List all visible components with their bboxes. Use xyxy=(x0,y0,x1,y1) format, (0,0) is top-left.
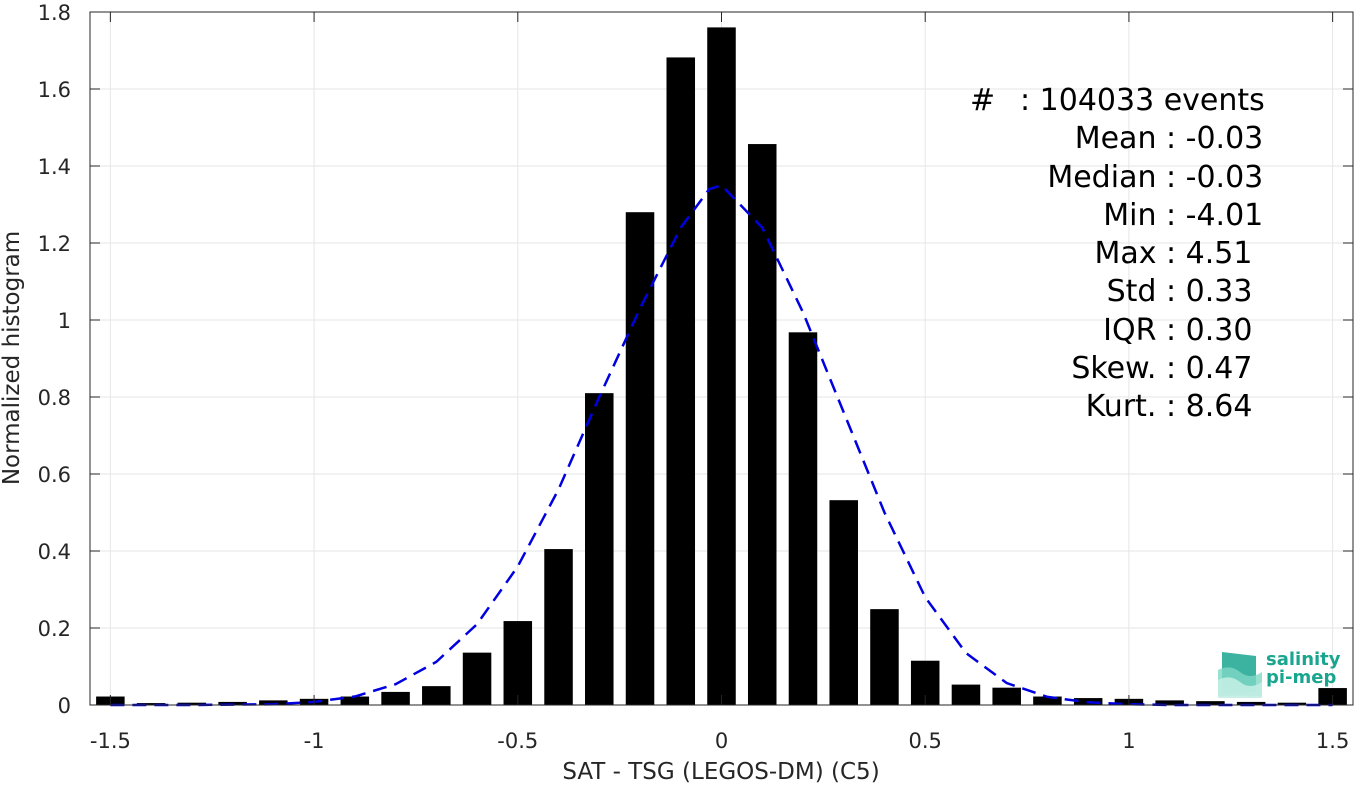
statistics-annotation: # : 104033 events Mean : -0.03 Median : -0… xyxy=(960,82,1265,427)
histogram-bar xyxy=(1033,696,1062,705)
histogram-bar xyxy=(381,691,410,705)
histogram-bar xyxy=(1196,701,1225,705)
stat-value: : 104033 events xyxy=(1020,83,1265,118)
x-tick-label: 1.5 xyxy=(1316,729,1349,753)
x-axis-label: SAT - TSG (LEGOS-DM) (C5) xyxy=(562,759,879,785)
x-tick-label: -1 xyxy=(304,729,325,753)
histogram-bar xyxy=(747,144,777,705)
histogram-bar xyxy=(788,332,818,705)
histogram-bar xyxy=(707,27,736,705)
histogram-bars xyxy=(96,27,1347,706)
stat-row: Median : -0.03 xyxy=(950,159,1265,197)
histogram-bar xyxy=(340,696,370,705)
histogram-bar xyxy=(177,702,207,705)
stat-value: : 8.64 xyxy=(1166,389,1253,425)
histogram-bar xyxy=(870,609,899,705)
axes xyxy=(89,11,1354,706)
y-tick-label: 0.4 xyxy=(38,540,71,564)
stat-value: : 0.30 xyxy=(1166,312,1253,348)
stat-label: Skew. xyxy=(1071,351,1166,387)
y-tick-label: 1.8 xyxy=(38,1,71,25)
histogram-bar xyxy=(829,500,858,705)
histogram-bar xyxy=(1236,701,1266,705)
stat-value: : -4.01 xyxy=(1166,197,1264,233)
histogram-bar xyxy=(666,57,696,706)
stat-value: : -0.03 xyxy=(1166,159,1264,195)
histogram-bar xyxy=(259,700,288,705)
stat-row: IQR : 0.30 xyxy=(950,312,1265,350)
stat-label: Min xyxy=(1103,197,1166,233)
y-tick-label: 0 xyxy=(58,694,71,718)
stat-label: Median xyxy=(1047,159,1166,195)
stat-value: : 0.33 xyxy=(1166,274,1253,310)
x-tick-label: 1 xyxy=(1122,729,1135,753)
gaussian-fit-line xyxy=(110,183,1333,707)
x-tick-label: 0.5 xyxy=(909,729,942,753)
histogram-bar xyxy=(1155,700,1184,705)
histogram-bar xyxy=(462,652,492,705)
gaussian-fit xyxy=(110,183,1333,707)
salinity-pi-mep-logo: salinity pi-mep xyxy=(1216,646,1346,698)
histogram-bar xyxy=(503,621,533,705)
histogram-bar xyxy=(951,684,981,705)
stat-row: Std : 0.33 xyxy=(950,273,1265,311)
y-tick-label: 0.8 xyxy=(38,386,71,410)
y-axis-label: Normalized histogram xyxy=(0,231,25,485)
stat-row: Kurt. : 8.64 xyxy=(950,388,1265,426)
y-tick-label: 0.2 xyxy=(38,617,71,641)
stat-value: : 4.51 xyxy=(1166,236,1253,272)
stat-row: Max : 4.51 xyxy=(950,235,1265,273)
stat-label: IQR xyxy=(1103,312,1166,348)
logo-waves-icon xyxy=(1218,652,1262,698)
x-tick-label: -1.5 xyxy=(90,729,131,753)
histogram-bar xyxy=(544,549,573,705)
y-tick-label: 1.2 xyxy=(38,232,71,256)
stat-row: Min : -4.01 xyxy=(950,197,1265,235)
stat-label: Max xyxy=(1094,236,1166,272)
stat-label: # xyxy=(970,83,1015,118)
stat-row: Mean : -0.03 xyxy=(950,120,1265,158)
y-tick-label: 0.6 xyxy=(38,463,71,487)
tick-labels: -1.5 -1 -0.5 0 0.5 1 1.5 0 0.2 0.4 0.6 0.8 1 1.2 1.4 1.… xyxy=(38,1,1350,753)
histogram-bar xyxy=(585,393,614,705)
y-tick-label: 1.4 xyxy=(38,155,71,179)
stat-label: Kurt. xyxy=(1085,389,1166,425)
stat-value: : 0.47 xyxy=(1166,351,1253,387)
y-tick-label: 1 xyxy=(58,309,71,333)
x-tick-label: 0 xyxy=(715,729,728,753)
x-tick-label: -0.5 xyxy=(497,729,538,753)
histogram-bar xyxy=(992,687,1021,705)
logo-text-salinity: salinity xyxy=(1266,649,1341,670)
histogram-bar xyxy=(422,686,451,705)
stat-value: : -0.03 xyxy=(1166,121,1264,157)
stat-label: Mean xyxy=(1074,121,1166,157)
stat-row: Skew. : 0.47 xyxy=(950,350,1265,388)
logo-text-pi-mep: pi-mep xyxy=(1266,667,1337,688)
stat-row: # : 104033 events xyxy=(960,82,1265,120)
stat-label: Std xyxy=(1106,274,1166,310)
y-tick-label: 1.6 xyxy=(38,78,71,102)
histogram-bar xyxy=(136,703,166,705)
histogram-bar xyxy=(625,212,655,705)
